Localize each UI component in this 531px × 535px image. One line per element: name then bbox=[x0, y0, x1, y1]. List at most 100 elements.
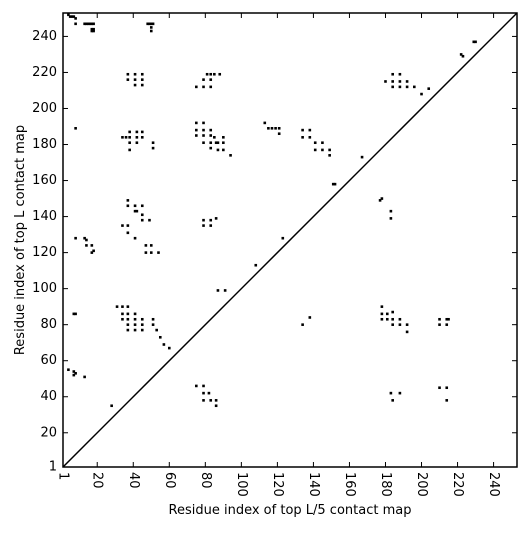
contact-point bbox=[85, 244, 88, 247]
contact-point bbox=[110, 404, 113, 408]
contact-point bbox=[202, 134, 205, 137]
x-tick-label: 120 bbox=[270, 472, 285, 497]
contact-point bbox=[90, 27, 94, 31]
contact-point bbox=[209, 146, 213, 150]
contact-point bbox=[149, 26, 153, 29]
contact-point bbox=[157, 251, 160, 254]
contact-point bbox=[72, 15, 76, 18]
contact-point bbox=[202, 128, 205, 132]
contact-point bbox=[128, 148, 131, 152]
contact-point bbox=[216, 289, 220, 292]
contact-point bbox=[474, 40, 477, 44]
contact-point bbox=[92, 29, 95, 33]
contact-point bbox=[140, 78, 144, 81]
y-tick-label: 20 bbox=[40, 425, 57, 440]
x-tick-label: 140 bbox=[306, 472, 321, 497]
contact-point bbox=[92, 249, 95, 253]
contact-point bbox=[121, 317, 124, 321]
diagonal-line bbox=[62, 12, 518, 468]
contact-point bbox=[229, 154, 232, 157]
contact-point bbox=[83, 22, 86, 26]
contact-point bbox=[391, 85, 394, 89]
contact-point bbox=[222, 148, 225, 152]
contact-point bbox=[86, 22, 90, 26]
contact-point bbox=[74, 236, 77, 240]
contact-point bbox=[389, 217, 393, 220]
contact-point bbox=[68, 15, 72, 18]
contact-point bbox=[209, 78, 213, 81]
contact-point bbox=[167, 346, 171, 350]
x-tick-label: 1 bbox=[56, 472, 71, 480]
contact-point bbox=[405, 85, 409, 89]
contact-point bbox=[126, 312, 130, 316]
y-tick-label: 240 bbox=[32, 29, 57, 44]
contact-point bbox=[214, 141, 218, 145]
contact-point bbox=[459, 53, 463, 56]
contact-point bbox=[202, 85, 205, 89]
x-tick-label: 100 bbox=[234, 472, 249, 497]
contact-point bbox=[308, 316, 312, 319]
contact-point bbox=[133, 78, 137, 81]
contact-point bbox=[445, 399, 449, 402]
contact-point bbox=[202, 78, 205, 81]
contact-point bbox=[140, 72, 144, 76]
y-axis-label: Residue index of top L contact map bbox=[13, 125, 28, 355]
contact-point bbox=[149, 22, 153, 26]
contact-point bbox=[133, 209, 137, 213]
contact-point bbox=[133, 204, 137, 208]
contact-point bbox=[267, 127, 270, 130]
contact-point bbox=[67, 368, 70, 372]
contact-point bbox=[126, 328, 130, 332]
contact-point bbox=[380, 317, 384, 321]
contact-point bbox=[445, 323, 449, 326]
contact-point bbox=[74, 312, 77, 316]
contact-point bbox=[126, 305, 130, 308]
contact-point bbox=[277, 132, 281, 136]
contact-point bbox=[472, 40, 476, 44]
contact-point bbox=[133, 323, 137, 326]
contact-point bbox=[445, 317, 449, 321]
y-tick-label: 80 bbox=[40, 317, 57, 332]
y-tick-label: 100 bbox=[32, 281, 57, 296]
contact-point bbox=[380, 197, 384, 200]
contact-point bbox=[74, 17, 77, 20]
contact-point bbox=[121, 312, 124, 316]
contact-point bbox=[254, 263, 258, 267]
contact-point bbox=[140, 218, 144, 222]
contact-point bbox=[405, 330, 409, 334]
contact-point bbox=[313, 148, 317, 152]
contact-point bbox=[216, 148, 220, 152]
contact-point bbox=[115, 305, 119, 308]
contact-point bbox=[413, 85, 416, 89]
contact-point bbox=[391, 317, 394, 321]
contact-point bbox=[202, 141, 205, 145]
contact-point bbox=[140, 83, 144, 87]
contact-point bbox=[133, 312, 137, 316]
x-axis-label: Residue index of top L/5 contact map bbox=[169, 503, 412, 518]
contact-point bbox=[328, 148, 331, 152]
contact-point bbox=[90, 251, 94, 254]
contact-point bbox=[321, 141, 324, 145]
contact-point bbox=[140, 213, 144, 217]
contact-point bbox=[218, 72, 222, 76]
contact-point bbox=[427, 87, 431, 90]
contact-point bbox=[158, 335, 162, 339]
contact-point bbox=[384, 80, 387, 83]
contact-point bbox=[144, 251, 148, 254]
contact-point bbox=[72, 312, 76, 316]
contact-point bbox=[213, 136, 216, 139]
contact-point bbox=[301, 136, 304, 139]
contact-point bbox=[67, 13, 70, 17]
contact-point bbox=[202, 121, 205, 125]
contact-point bbox=[144, 244, 148, 247]
contact-point bbox=[391, 310, 394, 314]
contact-point bbox=[140, 130, 144, 134]
contact-point bbox=[222, 141, 225, 145]
contact-point bbox=[385, 317, 389, 321]
contact-point bbox=[405, 323, 409, 326]
contact-point bbox=[135, 141, 139, 145]
contact-point bbox=[301, 323, 304, 326]
x-tick-label: 220 bbox=[450, 472, 465, 497]
contact-point bbox=[128, 141, 131, 145]
